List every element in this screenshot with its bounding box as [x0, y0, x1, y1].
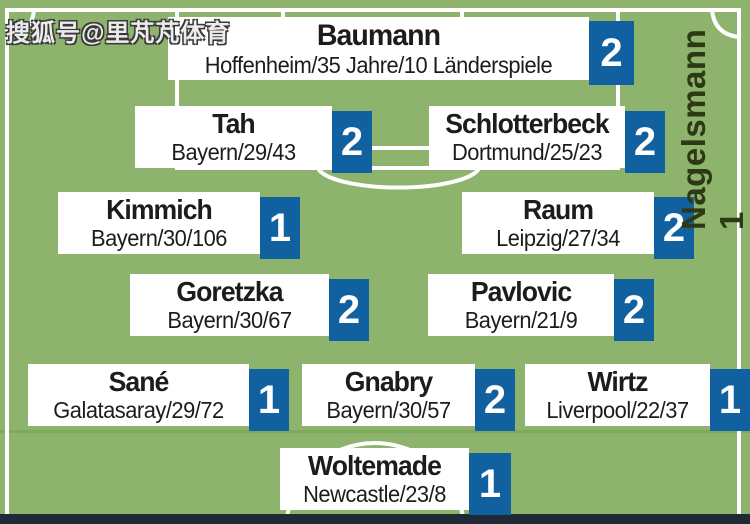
player-card: Schlotterbeck Dortmund/25/23 2: [429, 106, 665, 173]
player-details: Leipzig/27/34: [496, 225, 620, 251]
player-details: Galatasaray/29/72: [53, 397, 224, 423]
player-rating-badge: 2: [625, 111, 665, 173]
bottom-bar: [0, 514, 750, 524]
player-info: Wirtz Liverpool/22/37: [525, 364, 710, 426]
player-name: Raum: [522, 194, 594, 225]
player-card: Baumann Hoffenheim/35 Jahre/10 Länderspi…: [168, 17, 634, 85]
player-name: Gnabry: [344, 366, 433, 397]
player-card: Woltemade Newcastle/23/8 1: [280, 448, 511, 515]
player-card: Pavlovic Bayern/21/9 2: [428, 274, 654, 341]
player-info: Raum Leipzig/27/34: [462, 192, 654, 254]
player-rating-badge: 1: [260, 197, 300, 259]
player-details: Newcastle/23/8: [303, 481, 446, 507]
player-name: Wirtz: [587, 366, 648, 397]
player-info: Woltemade Newcastle/23/8: [280, 448, 469, 510]
corner-arc-right: [710, 9, 740, 39]
player-name: Tah: [212, 108, 255, 139]
player-card: Goretzka Bayern/30/67 2: [130, 274, 369, 341]
player-details: Bayern/30/106: [91, 225, 227, 251]
corner-arc-left: [6, 9, 36, 39]
player-info: Tah Bayern/29/43: [135, 106, 332, 168]
player-details: Bayern/21/9: [464, 307, 578, 333]
player-rating-badge: 2: [475, 369, 515, 431]
player-info: Goretzka Bayern/30/67: [130, 274, 329, 336]
player-info: Baumann Hoffenheim/35 Jahre/10 Länderspi…: [168, 17, 589, 80]
player-details: Bayern/30/67: [167, 307, 292, 333]
player-name: Goretzka: [176, 276, 283, 307]
player-rating-badge: 2: [614, 279, 654, 341]
player-rating-badge: 2: [332, 111, 372, 173]
player-rating-badge: 1: [710, 369, 750, 431]
player-card: Kimmich Bayern/30/106 1: [58, 192, 300, 259]
watermark: 搜狐号@里芃芃体育: [6, 20, 231, 47]
player-name: Pavlovic: [470, 276, 572, 307]
player-rating-badge: 2: [329, 279, 369, 341]
player-card: Wirtz Liverpool/22/37 1: [525, 364, 750, 431]
center-circle: [284, 441, 466, 524]
player-name: Woltemade: [308, 450, 442, 481]
player-details: Liverpool/22/37: [546, 397, 689, 423]
player-card: Gnabry Bayern/30/57 2: [302, 364, 515, 431]
player-name: Schlotterbeck: [445, 108, 610, 139]
player-info: Pavlovic Bayern/21/9: [428, 274, 614, 336]
player-info: Gnabry Bayern/30/57: [302, 364, 475, 426]
penalty-box-line: [175, 10, 620, 170]
player-info: Kimmich Bayern/30/106: [58, 192, 260, 254]
player-info: Sané Galatasaray/29/72: [28, 364, 249, 426]
player-info: Schlotterbeck Dortmund/25/23: [429, 106, 625, 168]
player-name: Baumann: [316, 18, 441, 52]
player-details: Dortmund/25/23: [451, 139, 603, 165]
penalty-arc: [316, 167, 481, 190]
player-card: Sané Galatasaray/29/72 1: [28, 364, 289, 431]
player-card: Raum Leipzig/27/34 2: [462, 192, 694, 259]
pitch-boundary-line: [5, 8, 741, 524]
player-name: Sané: [108, 366, 170, 397]
player-rating-badge: 1: [249, 369, 289, 431]
player-rating-badge: 2: [654, 197, 694, 259]
player-details: Bayern/29/43: [171, 139, 296, 165]
player-details: Bayern/30/57: [326, 397, 451, 423]
player-rating-badge: 2: [589, 21, 634, 85]
player-name: Kimmich: [106, 194, 213, 225]
player-card: Tah Bayern/29/43 2: [135, 106, 372, 173]
player-rating-badge: 1: [469, 453, 511, 515]
coach-label: Nagelsmann 1: [675, 28, 750, 230]
player-details: Hoffenheim/35 Jahre/10 Länderspiele: [204, 51, 553, 78]
pitch-far-line: [0, 430, 750, 433]
